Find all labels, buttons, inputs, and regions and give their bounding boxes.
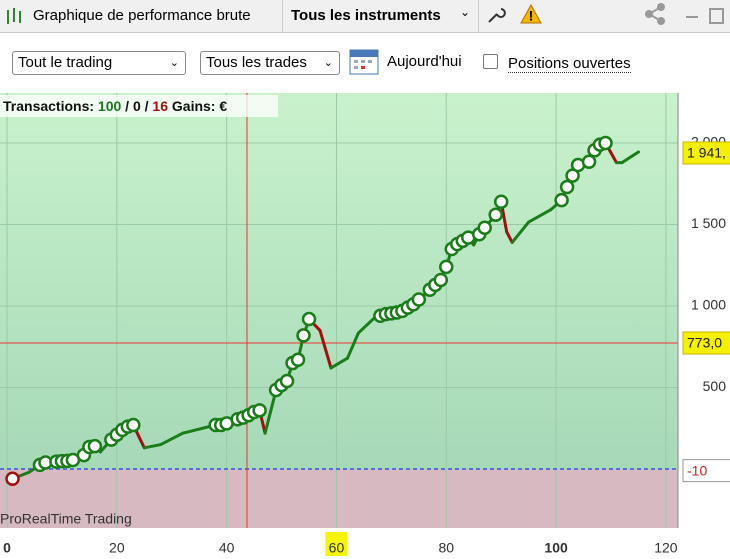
- minimize[interactable]: [686, 16, 698, 18]
- stats-sep2: /: [145, 98, 149, 114]
- trade-marker: [559, 179, 575, 195]
- instrument-dropdown[interactable]: Tous les instruments: [291, 7, 441, 24]
- chart-icon: [7, 8, 21, 24]
- y-tick-label: 1 500: [691, 215, 726, 231]
- trade-marker: [581, 154, 597, 170]
- trade-marker: [554, 192, 569, 208]
- x-tick-label: 20: [109, 540, 125, 556]
- trade-marker: [87, 438, 103, 454]
- equity-segment: [505, 230, 514, 244]
- trades-select[interactable]: Tous les trades ⌄: [200, 51, 340, 75]
- calendar-icon[interactable]: [349, 47, 381, 77]
- equity-segment: [329, 356, 349, 370]
- trade-marker: [488, 207, 503, 222]
- price-label-box: [682, 459, 730, 483]
- stats-wins: 100: [98, 98, 122, 114]
- settings-icon[interactable]: [486, 5, 506, 25]
- trade-marker: [411, 292, 427, 307]
- trade-marker: [296, 328, 311, 343]
- stats-gains: Gains: €: [172, 98, 227, 114]
- x-tick-label: 60: [329, 540, 345, 556]
- gain-area: [0, 93, 678, 470]
- trade-marker: [301, 311, 317, 327]
- stats-losses: 16: [152, 98, 168, 114]
- price-label-box: [682, 141, 730, 165]
- trade-marker: [493, 194, 509, 209]
- price-label: 773,0: [687, 335, 722, 351]
- stats-label: Transactions:: [3, 98, 94, 114]
- y-tick-label: 1 000: [691, 297, 726, 313]
- trade-marker: [477, 220, 492, 236]
- stats-sep1: /: [125, 98, 129, 114]
- x-tick-label: 40: [219, 540, 235, 556]
- trade-marker: [252, 403, 267, 418]
- equity-segment: [318, 328, 333, 370]
- warning-icon[interactable]: !: [520, 4, 542, 24]
- svg-text:!: !: [529, 8, 534, 24]
- open-label[interactable]: Positions ouvertes: [508, 55, 631, 73]
- equity-segment: [142, 443, 163, 450]
- y-tick-label: 500: [703, 378, 727, 394]
- watermark: ProRealTime Trading: [0, 511, 132, 527]
- open-checkbox[interactable]: [483, 54, 498, 69]
- x-tick-highlight: [325, 532, 348, 556]
- trades-text: Tous les trades: [206, 54, 307, 71]
- stats-even: 0: [133, 98, 141, 114]
- equity-segment: [510, 220, 531, 244]
- x-tick-label: 120: [654, 540, 678, 556]
- trade-marker: [433, 272, 449, 288]
- share-icon[interactable]: [643, 2, 673, 28]
- trade-marker: [279, 373, 295, 389]
- dropdown-arrow: ⌄: [460, 5, 471, 19]
- stats-box: [0, 95, 278, 117]
- price-label-box: [682, 331, 730, 355]
- mode-text: Tout le trading: [18, 54, 113, 71]
- trade-marker: [126, 417, 141, 433]
- loss-area: [0, 469, 678, 528]
- equity-segment: [159, 431, 185, 447]
- mode-select[interactable]: Tout le trading ⌄: [12, 51, 186, 75]
- trade-marker: [290, 352, 306, 368]
- equity-segment: [345, 331, 360, 360]
- equity-segment: [527, 208, 553, 224]
- maximize[interactable]: [709, 8, 724, 24]
- price-label: 1 941,: [687, 145, 726, 161]
- window-title: Graphique de performance brute: [33, 7, 251, 24]
- trade-marker: [5, 471, 20, 487]
- x-tick-label: 0: [3, 540, 11, 556]
- x-tick-label: 100: [544, 540, 568, 556]
- equity-segment: [263, 388, 278, 435]
- date-button[interactable]: Aujourd'hui: [387, 53, 462, 70]
- equity-segment: [620, 150, 640, 165]
- price-label: -10: [687, 462, 707, 478]
- trade-marker: [439, 259, 454, 275]
- trade-marker: [598, 135, 613, 151]
- stats: Transactions: 100 / 0 / 16 Gains: €: [3, 98, 227, 114]
- toolbar: Graphique de performance brute Tous les …: [0, 0, 730, 33]
- equity-segment: [356, 315, 377, 335]
- x-tick-label: 80: [439, 540, 455, 556]
